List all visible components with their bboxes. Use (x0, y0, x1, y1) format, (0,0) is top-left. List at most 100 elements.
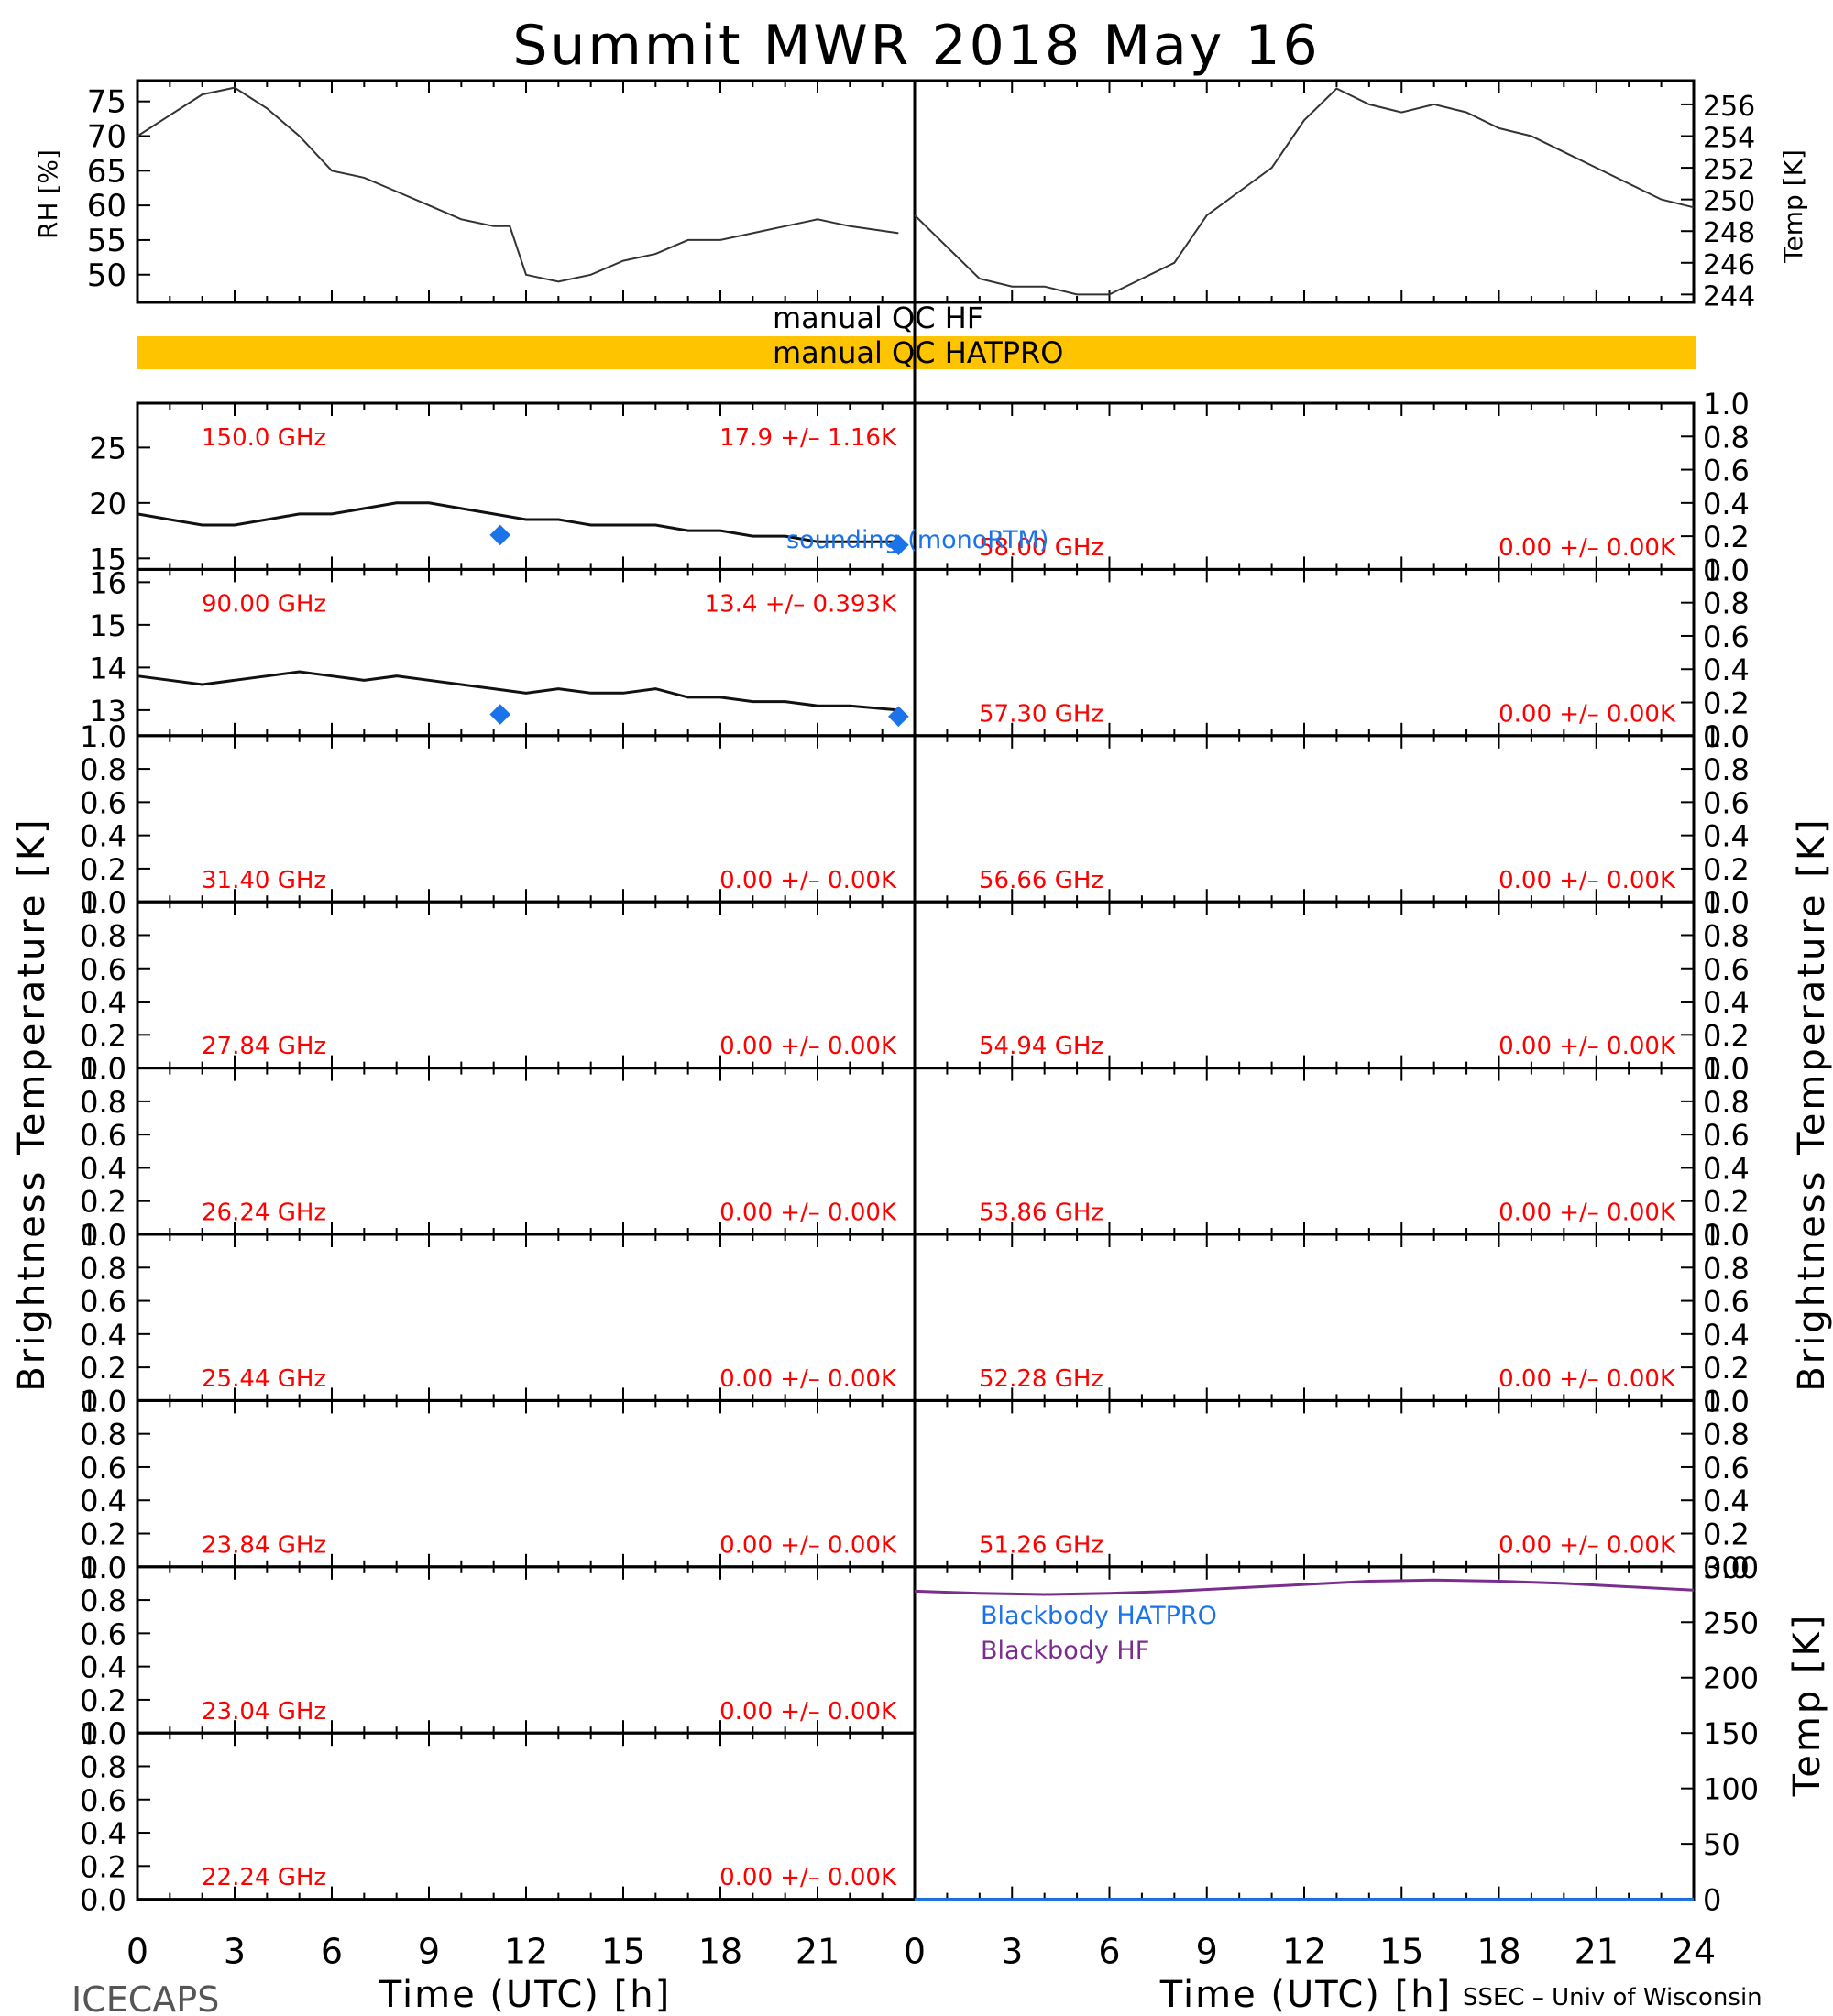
y-tick-label: 1.0 (1703, 1218, 1750, 1253)
y-tick-label: 0.6 (1703, 454, 1750, 488)
blackbody-line (914, 1578, 1695, 1596)
stat-label: 0.00 +/– 0.00K (719, 1864, 897, 1891)
freq-label: 25.44 GHz (202, 1365, 326, 1393)
y-tick-label: 0.6 (80, 1783, 126, 1818)
qc-hatpro-bar (137, 336, 1696, 369)
legend-blackbody-hatpro: Blackbody HATPRO (981, 1602, 1217, 1630)
stat-label: 0.00 +/– 0.00K (719, 1033, 897, 1060)
y-tick-label: 256 (1703, 91, 1755, 123)
x-tick-label: 21 (796, 1932, 840, 1972)
y-tick-label: 0.0 (1703, 885, 1750, 920)
sounding-label: sounding (monoRTM) (786, 526, 1048, 554)
tb-series-line (137, 670, 899, 712)
y-tick-label: 100 (1703, 1772, 1759, 1807)
y-tick-label: 0.4 (80, 1650, 126, 1685)
y-tick-label: 0.0 (1703, 1550, 1750, 1585)
y-tick-label: 0.0 (80, 1218, 126, 1253)
x-tick-label: 21 (1575, 1932, 1619, 1972)
y-tick-label: 1.0 (80, 719, 126, 754)
y-tick-label: 0.2 (80, 1351, 126, 1386)
y-tick-label: 0.6 (80, 1616, 126, 1651)
y-tick-label: 0.8 (80, 1583, 126, 1618)
y-tick-label: 300 (1703, 1550, 1759, 1585)
freq-label: 52.28 GHz (979, 1365, 1103, 1393)
tb-series-line (137, 501, 899, 543)
y-tick-label: 0.4 (1703, 1318, 1750, 1353)
y-tick-label: 0.8 (1703, 918, 1750, 953)
y-tick-label: 1.0 (80, 885, 126, 920)
y-tick-label: 0.4 (80, 1151, 126, 1186)
y-tick-label: 150 (1703, 1716, 1759, 1751)
y-tick-label: 16 (89, 565, 126, 600)
sounding-marker (489, 704, 511, 725)
freq-label: 53.86 GHz (979, 1200, 1103, 1227)
y-tick-label: 0.8 (1703, 420, 1750, 455)
y-tick-label: 0.8 (80, 752, 126, 787)
y-tick-label: 1.0 (1703, 1052, 1750, 1087)
y-tick-label: 0.2 (1703, 1018, 1750, 1053)
y-tick-label: 20 (89, 487, 126, 521)
y-tick-label: 0 (1703, 1883, 1721, 1918)
stat-label: 0.00 +/– 0.00K (1498, 1531, 1676, 1559)
y-tick-label: 0.2 (1703, 1517, 1750, 1552)
y-tick-label: 0.4 (1703, 1151, 1750, 1186)
y-tick-label: 0.2 (1703, 520, 1750, 554)
sounding-marker (489, 524, 511, 546)
stat-label: 17.9 +/– 1.16K (719, 424, 897, 452)
y-tick-label: 252 (1703, 154, 1755, 186)
stat-label: 0.00 +/– 0.00K (1498, 1365, 1676, 1393)
freq-label: 31.40 GHz (202, 867, 326, 894)
y-tick-label: 0.0 (80, 1883, 126, 1918)
y-tick-label: 0.8 (1703, 1251, 1750, 1286)
y-tick-label: 1.0 (1703, 885, 1750, 920)
y-tick-label: 65 (87, 153, 126, 190)
y-tick-label: 0.8 (1703, 1085, 1750, 1120)
y-tick-label: 244 (1703, 280, 1755, 312)
y-tick-label: 0.6 (80, 952, 126, 987)
y-tick-label: 0.0 (1703, 553, 1750, 587)
x-tick-label: 6 (1098, 1932, 1120, 1972)
met-rh-ylabel: RH [%] (33, 149, 63, 239)
y-tick-label: 0.0 (80, 1384, 126, 1419)
y-tick-label: 0.8 (80, 1085, 126, 1120)
y-tick-label: 250 (1703, 1605, 1759, 1640)
y-tick-label: 1.0 (1703, 553, 1750, 587)
y-tick-label: 254 (1703, 123, 1755, 155)
stat-label: 0.00 +/– 0.00K (1498, 1033, 1676, 1060)
y-tick-label: 0.6 (1703, 619, 1750, 654)
y-tick-label: 246 (1703, 249, 1755, 281)
y-tick-label: 70 (87, 119, 126, 156)
footer-left: ICECAPS (71, 1979, 219, 2016)
y-tick-label: 0.8 (80, 1418, 126, 1452)
y-tick-label: 0.8 (1703, 1418, 1750, 1452)
y-tick-label: 1.0 (80, 1384, 126, 1419)
y-tick-label: 1.0 (80, 1716, 126, 1751)
x-tick-label: 12 (504, 1932, 548, 1972)
y-tick-label: 0.8 (1703, 752, 1750, 787)
y-tick-label: 50 (1703, 1827, 1740, 1862)
sounding-marker (888, 534, 909, 556)
y-tick-label: 0.4 (1703, 487, 1750, 521)
y-tick-label: 1.0 (1703, 387, 1750, 422)
qc-hf-label: manual QC HF (773, 301, 983, 335)
y-tick-label: 0.2 (80, 1683, 126, 1718)
stat-label: 0.00 +/– 0.00K (719, 867, 897, 894)
y-tick-label: 0.0 (80, 1550, 126, 1585)
freq-label: 57.30 GHz (979, 700, 1103, 728)
y-tick-label: 0.0 (80, 1052, 126, 1087)
y-tick-label: 1.0 (80, 1052, 126, 1087)
y-tick-label: 0.0 (80, 885, 126, 920)
y-tick-label: 15 (89, 542, 126, 576)
qc-hatpro-label: manual QC HATPRO (773, 335, 1063, 370)
y-tick-label: 248 (1703, 217, 1755, 249)
y-tick-label: 0.4 (80, 985, 126, 1020)
freq-label: 23.84 GHz (202, 1531, 326, 1559)
y-tick-label: 0.2 (1703, 686, 1750, 721)
y-tick-label: 25 (89, 431, 126, 466)
y-tick-label: 0.6 (1703, 785, 1750, 820)
stat-label: 0.00 +/– 0.00K (1498, 534, 1676, 562)
y-tick-label: 0.6 (80, 1118, 126, 1153)
freq-label: 23.04 GHz (202, 1698, 326, 1726)
footer-right: SSEC – Univ of Wisconsin (1463, 1984, 1762, 2011)
